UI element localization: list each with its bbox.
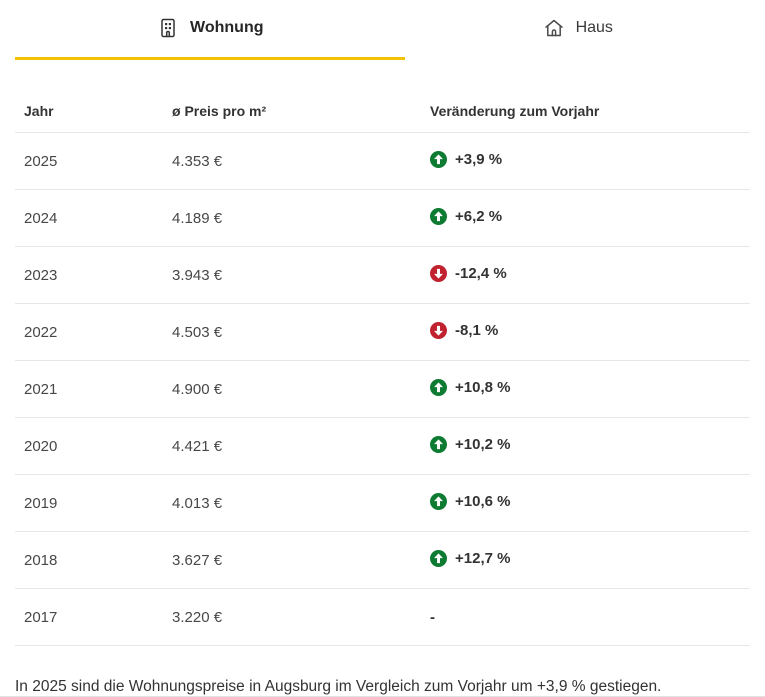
price-cell: 3.627 € — [172, 551, 223, 569]
table-row: 2019 4.013 € +10,6 % — [15, 475, 750, 532]
table-row: 2017 3.220 € - — [15, 589, 750, 646]
year-cell: 2024 — [24, 209, 58, 227]
year-cell: 2025 — [24, 152, 58, 170]
change-value: +10,6 % — [455, 492, 511, 510]
table-row: 2020 4.421 € +10,2 % — [15, 418, 750, 475]
price-cell: 4.421 € — [172, 437, 223, 455]
table-body: 2025 4.353 € +3,9 % 2024 4.189 € +6,2 % 2023 3.… — [15, 133, 750, 646]
price-cell: 4.503 € — [172, 323, 223, 341]
house-icon — [542, 16, 566, 40]
tab-haus[interactable]: Haus — [405, 0, 750, 60]
price-cell: 4.900 € — [172, 380, 223, 398]
trend-up-icon — [430, 549, 447, 567]
year-cell: 2022 — [24, 323, 58, 341]
table-row: 2021 4.900 € +10,8 % — [15, 361, 750, 418]
price-cell: 3.220 € — [172, 608, 223, 626]
header-veraenderung: Veränderung zum Vorjahr — [430, 103, 600, 119]
summary-text: In 2025 sind die Wohnungspreise in Augsb… — [15, 678, 662, 695]
change-value: +3,9 % — [455, 150, 503, 168]
change-cell: +3,9 % — [421, 150, 750, 172]
trend-up-icon — [430, 207, 447, 225]
price-cell: 3.943 € — [172, 266, 223, 284]
tab-wohnung[interactable]: Wohnung — [15, 0, 405, 60]
year-cell: 2020 — [24, 437, 58, 455]
change-cell: +10,8 % — [421, 378, 750, 400]
change-value: -12,4 % — [455, 264, 507, 282]
table-row: 2023 3.943 € -12,4 % — [15, 247, 750, 304]
price-cell: 4.353 € — [172, 152, 223, 170]
trend-up-icon — [430, 150, 447, 168]
table-row: 2022 4.503 € -8,1 % — [15, 304, 750, 361]
change-cell: - — [421, 609, 750, 626]
trend-up-icon — [430, 435, 447, 453]
table-row: 2025 4.353 € +3,9 % — [15, 133, 750, 190]
year-cell: 2018 — [24, 551, 58, 569]
trend-up-icon — [430, 378, 447, 396]
change-cell: +10,6 % — [421, 492, 750, 514]
price-cell: 4.013 € — [172, 494, 223, 512]
tab-haus-label: Haus — [575, 18, 613, 36]
table-row: 2024 4.189 € +6,2 % — [15, 190, 750, 247]
tab-wohnung-label: Wohnung — [190, 18, 264, 36]
change-cell: -12,4 % — [421, 264, 750, 286]
header-jahr: Jahr — [24, 103, 54, 119]
tab-bar: Wohnung Haus — [15, 0, 750, 60]
change-value: +10,8 % — [455, 378, 511, 396]
table-header-row: Jahr ø Preis pro m² Veränderung zum Vorj… — [15, 90, 750, 133]
change-value: - — [430, 608, 435, 626]
change-value: +12,7 % — [455, 549, 511, 567]
change-value: +10,2 % — [455, 435, 511, 453]
apartment-icon — [156, 16, 180, 40]
year-cell: 2023 — [24, 266, 58, 284]
trend-up-icon — [430, 492, 447, 510]
price-table: Jahr ø Preis pro m² Veränderung zum Vorj… — [15, 60, 750, 662]
table-row: 2018 3.627 € +12,7 % — [15, 532, 750, 589]
change-cell: +10,2 % — [421, 435, 750, 457]
trend-down-icon — [430, 264, 447, 282]
change-cell: -8,1 % — [421, 321, 750, 343]
year-cell: 2021 — [24, 380, 58, 398]
change-cell: +12,7 % — [421, 549, 750, 571]
change-cell: +6,2 % — [421, 207, 750, 229]
year-cell: 2019 — [24, 494, 58, 512]
price-cell: 4.189 € — [172, 209, 223, 227]
change-value: -8,1 % — [455, 321, 499, 339]
header-preis: ø Preis pro m² — [172, 103, 267, 119]
year-cell: 2017 — [24, 608, 58, 626]
change-value: +6,2 % — [455, 207, 503, 225]
trend-down-icon — [430, 321, 447, 339]
